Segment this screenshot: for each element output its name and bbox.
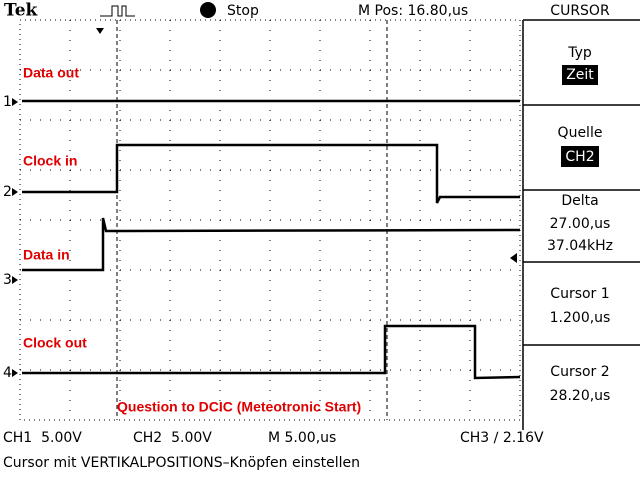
trigger-pos	[96, 28, 104, 34]
hint: Cursor mit VERTIKALPOSITIONS–Knöpfen ein…	[3, 455, 360, 471]
channel-marker: 3	[3, 272, 12, 288]
trace-2	[22, 143, 520, 204]
trace-label: Data in	[23, 247, 70, 263]
menu-title: CURSOR	[550, 3, 610, 19]
marker-arrows	[12, 98, 18, 377]
highlight	[561, 146, 599, 167]
position: M Pos: 16.80,us	[358, 3, 468, 19]
ch2-scale: CH2 5.00V	[133, 430, 212, 446]
trace-3	[22, 217, 521, 272]
trace-label: Clock in	[23, 153, 77, 169]
trigger-level	[510, 253, 517, 263]
timebase: M 5.00,us	[268, 430, 336, 446]
menu-value: 27.00,us	[550, 216, 611, 232]
grid	[20, 20, 520, 420]
menu-label: Typ	[567, 45, 592, 61]
menu-value[interactable]: CH2	[565, 149, 594, 165]
menu-value[interactable]: Zeit	[566, 67, 594, 83]
brand: Tek	[4, 1, 39, 21]
stop-icon	[200, 2, 216, 18]
ch1-scale: CH1 5.00V	[3, 430, 82, 446]
menu-label: Delta	[561, 193, 598, 209]
trigger: CH3 ∕ 2.16V	[460, 430, 544, 446]
annotation: Question to DCIC (Meteotronic Start)	[117, 399, 361, 415]
channel-marker: 1	[3, 94, 12, 110]
trace-4	[22, 324, 521, 380]
menu-label: Cursor 1	[550, 286, 609, 302]
highlight	[562, 65, 598, 85]
menu-label: Cursor 2	[550, 364, 609, 380]
menu-frame	[522, 19, 640, 430]
status: Stop	[227, 3, 259, 19]
menu-value: 28.20,us	[550, 388, 611, 404]
menu-value: 37.04kHz	[547, 238, 613, 254]
channel-marker: 4	[3, 365, 12, 381]
menu-value: 1.200,us	[550, 310, 611, 326]
channel-marker: 2	[3, 184, 12, 200]
menu-label: Quelle	[558, 125, 603, 141]
trigger-icon	[100, 5, 135, 17]
trace-label: Data out	[23, 65, 79, 81]
trace-label: Clock out	[23, 335, 87, 351]
